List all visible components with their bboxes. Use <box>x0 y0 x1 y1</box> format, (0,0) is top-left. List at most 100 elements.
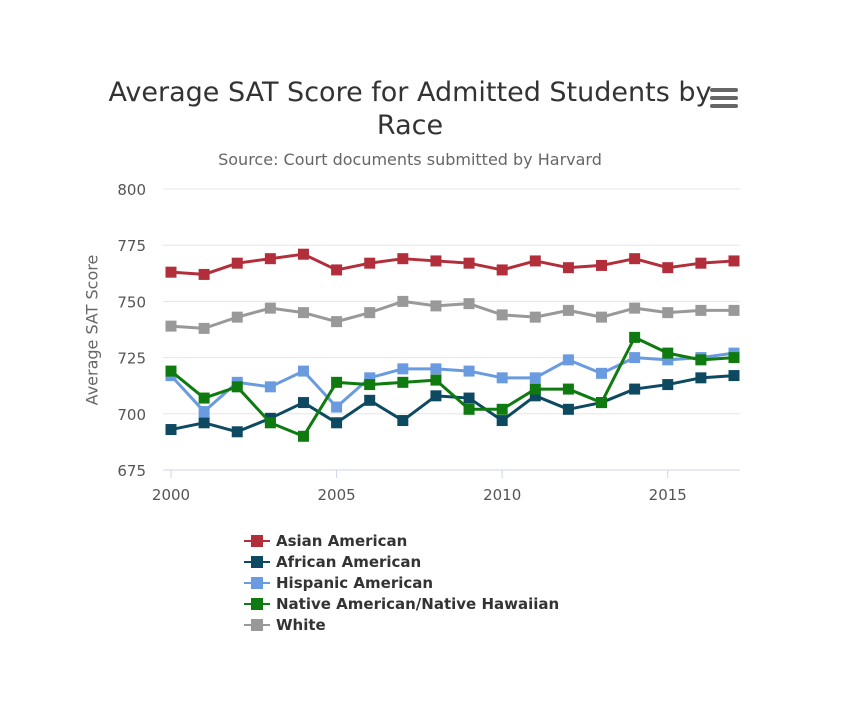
data-point-asian-american <box>662 262 674 274</box>
data-point-hispanic-american <box>430 363 442 375</box>
data-point-asian-american <box>331 264 343 276</box>
data-point-african-american <box>331 417 343 429</box>
data-point-white <box>331 316 343 328</box>
data-point-african-american <box>562 403 574 415</box>
data-point-white <box>662 307 674 319</box>
data-point-native-american-native-hawaiian <box>629 331 641 343</box>
chart-title: Average SAT Score for Admitted Students … <box>108 77 712 141</box>
data-point-hispanic-american <box>331 401 343 413</box>
data-point-native-american-native-hawaiian <box>165 365 177 377</box>
legend-swatch <box>244 555 270 569</box>
y-tick-label: 675 <box>117 462 146 480</box>
data-point-native-american-native-hawaiian <box>231 381 243 393</box>
data-point-native-american-native-hawaiian <box>496 403 508 415</box>
data-point-native-american-native-hawaiian <box>562 383 574 395</box>
data-point-asian-american <box>728 255 740 267</box>
legend-swatch <box>244 597 270 611</box>
legend-item-white[interactable]: White <box>244 614 559 635</box>
data-point-native-american-native-hawaiian <box>397 376 409 388</box>
data-point-native-american-native-hawaiian <box>463 403 475 415</box>
legend: Asian American African American Hispanic A… <box>244 530 559 635</box>
y-tick-label: 775 <box>117 237 146 255</box>
legend-label: Native American/Native Hawaiian <box>276 594 560 613</box>
data-point-hispanic-american <box>463 365 475 377</box>
data-point-asian-american <box>231 257 243 269</box>
x-tick-label: 2005 <box>317 486 355 504</box>
data-point-asian-american <box>695 257 707 269</box>
data-point-asian-american <box>198 268 210 280</box>
data-point-native-american-native-hawaiian <box>198 392 210 404</box>
series-line-hispanic-american <box>169 351 735 414</box>
data-point-hispanic-american <box>629 352 641 364</box>
legend-label: Hispanic American <box>276 573 434 592</box>
y-tick-label: 750 <box>117 293 146 311</box>
data-point-white <box>562 304 574 316</box>
data-point-hispanic-american <box>596 367 608 379</box>
data-point-african-american <box>629 383 641 395</box>
series-line-white <box>170 299 734 330</box>
data-point-white <box>529 311 541 323</box>
x-tick-label: 2010 <box>483 486 521 504</box>
data-point-african-american <box>695 372 707 384</box>
data-point-african-american <box>165 424 177 436</box>
series-line-native-american-native-hawaiian <box>170 335 735 438</box>
data-point-native-american-native-hawaiian <box>264 417 276 429</box>
data-point-asian-american <box>629 253 641 265</box>
data-point-hispanic-american <box>264 381 276 393</box>
data-point-white <box>728 304 740 316</box>
data-point-asian-american <box>529 255 541 267</box>
legend-item-african-american[interactable]: African American <box>244 551 559 572</box>
data-point-hispanic-american <box>562 354 574 366</box>
data-point-white <box>264 302 276 314</box>
series-line-asian-american <box>170 252 735 276</box>
y-tick-label: 725 <box>117 350 146 368</box>
data-point-african-american <box>231 426 243 438</box>
data-point-asian-american <box>430 255 442 267</box>
data-point-asian-american <box>165 266 177 278</box>
data-point-african-american <box>463 392 475 404</box>
data-point-african-american <box>728 370 740 382</box>
data-point-hispanic-american <box>397 363 409 375</box>
legend-swatch <box>244 534 270 548</box>
data-point-african-american <box>529 390 541 402</box>
legend-item-native-american-native-hawaiian[interactable]: Native American/Native Hawaiian <box>244 593 559 614</box>
data-point-african-american <box>397 415 409 427</box>
data-point-white <box>364 307 376 319</box>
legend-label: Asian American <box>276 531 408 550</box>
y-tick-label: 800 <box>117 181 146 199</box>
data-point-white <box>198 322 210 334</box>
data-point-asian-american <box>297 248 309 260</box>
y-tick-label: 700 <box>117 406 146 424</box>
data-point-hispanic-american <box>198 406 210 418</box>
data-point-hispanic-american <box>529 372 541 384</box>
data-point-hispanic-american <box>662 354 674 366</box>
data-point-white <box>596 311 608 323</box>
data-point-african-american <box>198 417 210 429</box>
hamburger-menu-icon[interactable] <box>706 84 742 114</box>
data-point-white <box>629 302 641 314</box>
data-point-hispanic-american <box>297 365 309 377</box>
legend-item-asian-american[interactable]: Asian American <box>244 530 559 551</box>
legend-label: White <box>276 615 326 634</box>
data-point-african-american <box>430 390 442 402</box>
data-point-native-american-native-hawaiian <box>297 430 309 442</box>
legend-swatch <box>244 618 270 632</box>
data-point-asian-american <box>562 262 574 274</box>
data-point-native-american-native-hawaiian <box>529 383 541 395</box>
data-point-asian-american <box>264 253 276 265</box>
data-point-hispanic-american <box>496 372 508 384</box>
chart-subtitle: Source: Court documents submitted by Har… <box>218 150 602 169</box>
data-point-native-american-native-hawaiian <box>430 374 442 386</box>
legend-swatch <box>244 576 270 590</box>
legend-label: African American <box>276 552 422 571</box>
data-point-native-american-native-hawaiian <box>596 397 608 409</box>
data-point-white <box>231 311 243 323</box>
data-point-african-american <box>662 379 674 391</box>
x-tick-label: 2015 <box>649 486 687 504</box>
legend-item-hispanic-american[interactable]: Hispanic American <box>244 572 559 593</box>
data-point-asian-american <box>397 253 409 265</box>
data-point-white <box>165 320 177 332</box>
data-point-white <box>463 298 475 310</box>
data-point-native-american-native-hawaiian <box>695 354 707 366</box>
data-point-native-american-native-hawaiian <box>662 347 674 359</box>
